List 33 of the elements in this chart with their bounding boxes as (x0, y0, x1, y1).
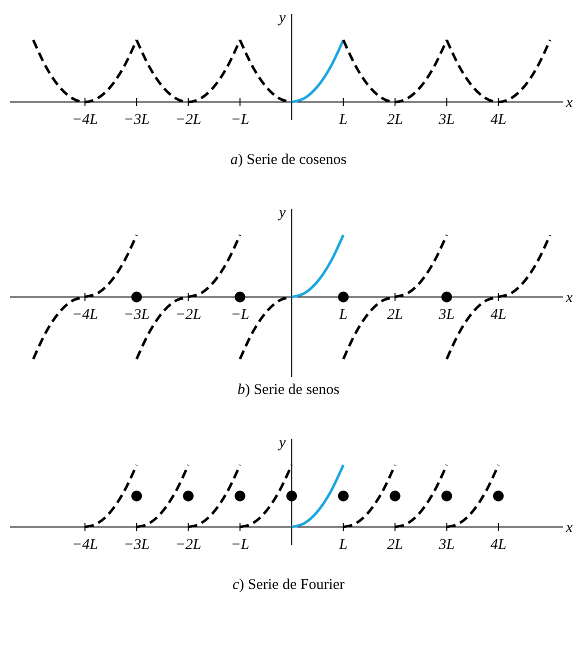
x-tick-label: −4L (72, 537, 98, 553)
x-tick-label: −4L (72, 307, 98, 323)
x-tick-label: −L (230, 112, 250, 128)
x-tick-label: −2L (175, 537, 202, 553)
x-tick-label: 4L (490, 307, 506, 323)
x-tick-label: 4L (490, 537, 506, 553)
x-tick-label: −3L (124, 307, 150, 323)
y-axis-title: y (276, 435, 286, 451)
y-axis-title: y (276, 205, 286, 221)
x-tick-label: 3L (438, 537, 455, 553)
x-tick-label: 3L (438, 307, 455, 323)
y-axis-title: y (276, 10, 286, 26)
x-tick-label: 3L (438, 112, 455, 128)
x-tick-label: L (338, 537, 348, 553)
x-tick-label: −L (230, 307, 250, 323)
x-axis-title: x (565, 290, 573, 306)
x-tick-label: −3L (124, 537, 150, 553)
text: a) Serie de cosenos (230, 152, 347, 168)
x-tick-label: L (338, 112, 348, 128)
x-tick-label: −L (230, 537, 250, 553)
x-tick-label: −2L (175, 307, 202, 323)
x-tick-label: −4L (72, 112, 98, 128)
x-axis-title: x (565, 95, 573, 111)
x-tick-label: L (338, 307, 348, 323)
x-tick-label: 2L (387, 112, 403, 128)
x-tick-label: 2L (387, 537, 403, 553)
x-tick-label: 4L (490, 112, 506, 128)
x-tick-label: −2L (175, 112, 202, 128)
text: b) Serie de senos (237, 382, 340, 398)
x-tick-label: −3L (124, 112, 150, 128)
text: c) Serie de Fourier (232, 577, 345, 593)
x-axis-title: x (565, 520, 573, 536)
x-tick-label: 2L (387, 307, 403, 323)
